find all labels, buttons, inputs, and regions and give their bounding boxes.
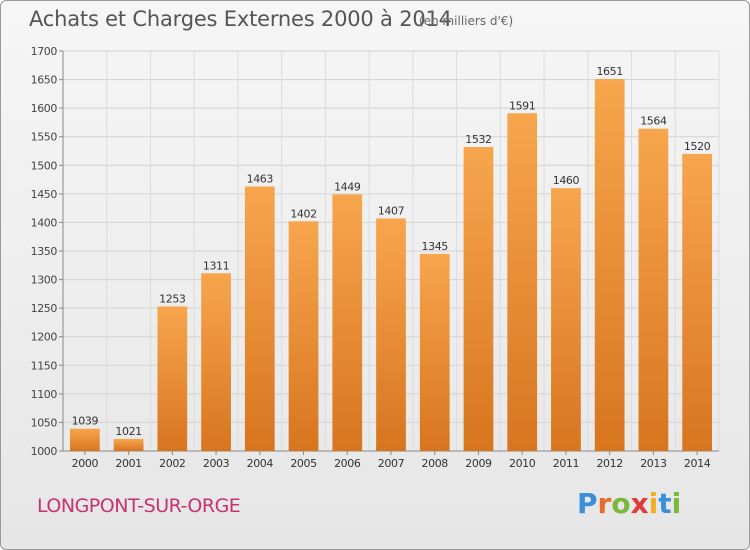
data-label: 1039: [72, 415, 99, 428]
bar: [507, 113, 538, 452]
data-label: 1021: [115, 425, 141, 438]
y-tick-label: 1150: [31, 359, 58, 372]
y-tick-label: 1050: [31, 416, 58, 429]
logo-letter: o: [611, 487, 631, 520]
data-label: 1253: [159, 292, 186, 305]
x-tick-label: 2010: [509, 457, 536, 470]
logo-letter: x: [630, 487, 649, 520]
data-label: 1449: [334, 180, 361, 193]
bar: [594, 79, 625, 451]
data-label: 1564: [640, 115, 667, 128]
bar: [638, 128, 669, 451]
x-tick-label: 2012: [596, 457, 622, 470]
x-tick-label: 2007: [378, 457, 405, 470]
x-tick-label: 2006: [334, 457, 361, 470]
y-tick-label: 1100: [31, 388, 58, 401]
bar: [463, 147, 494, 451]
y-tick-label: 1250: [31, 302, 58, 315]
data-label: 1651: [596, 65, 622, 78]
data-label: 1532: [465, 133, 491, 146]
data-label: 1345: [422, 240, 449, 253]
y-tick-label: 1300: [31, 274, 58, 287]
bar: [113, 439, 144, 451]
bar: [682, 153, 713, 451]
bar: [551, 188, 581, 451]
bar: [244, 186, 275, 451]
y-tick-label: 1450: [31, 188, 58, 201]
bar: [332, 194, 363, 451]
commune-name: LONGPONT-SUR-ORGE: [37, 495, 241, 517]
y-tick-label: 1400: [31, 216, 58, 229]
x-tick-label: 2002: [159, 457, 185, 470]
logo-letter: i: [648, 487, 659, 520]
x-tick-label: 2001: [115, 457, 141, 470]
data-label: 1520: [684, 140, 711, 153]
x-tick-label: 2000: [72, 457, 99, 470]
x-tick-label: 2003: [203, 457, 230, 470]
x-tick-label: 2011: [553, 457, 579, 470]
data-label: 1460: [553, 174, 580, 187]
x-tick-label: 2008: [422, 457, 449, 470]
y-tick-label: 1550: [31, 131, 58, 144]
x-tick-label: 2014: [684, 457, 711, 470]
bar: [69, 428, 100, 451]
bar: [201, 273, 231, 451]
data-label: 1311: [203, 259, 229, 272]
logo-letter: t: [658, 487, 672, 520]
y-tick-label: 1500: [31, 159, 58, 172]
data-label: 1402: [290, 207, 316, 220]
logo-letter: i: [671, 487, 682, 520]
y-tick-label: 1700: [31, 45, 58, 58]
y-tick-label: 1000: [31, 445, 58, 458]
logo-letter: P: [577, 487, 598, 520]
bar: [376, 218, 406, 451]
bar: [157, 306, 188, 451]
x-tick-label: 2005: [290, 457, 317, 470]
proxiti-logo[interactable]: Proxiti: [577, 487, 681, 520]
y-tick-label: 1200: [31, 331, 58, 344]
chart-title: Achats et Charges Externes 2000 à 2014: [29, 7, 452, 31]
logo-letter: r: [597, 487, 612, 520]
data-label: 1463: [247, 172, 274, 185]
bar: [419, 253, 450, 451]
chart-unit: (en milliers d'€): [419, 14, 514, 28]
y-tick-label: 1600: [31, 102, 58, 115]
bars: [69, 79, 713, 452]
bar: [288, 221, 319, 451]
data-label: 1591: [509, 99, 535, 112]
y-tick-label: 1650: [31, 74, 58, 87]
x-tick-label: 2004: [247, 457, 274, 470]
labels: 1000 1050 1100 1150 1200 1250 1300 1350 1400 1450…: [31, 45, 712, 470]
data-label: 1407: [378, 204, 405, 217]
y-tick-label: 1350: [31, 245, 58, 258]
x-tick-label: 2013: [640, 457, 667, 470]
x-tick-label: 2009: [465, 457, 492, 470]
